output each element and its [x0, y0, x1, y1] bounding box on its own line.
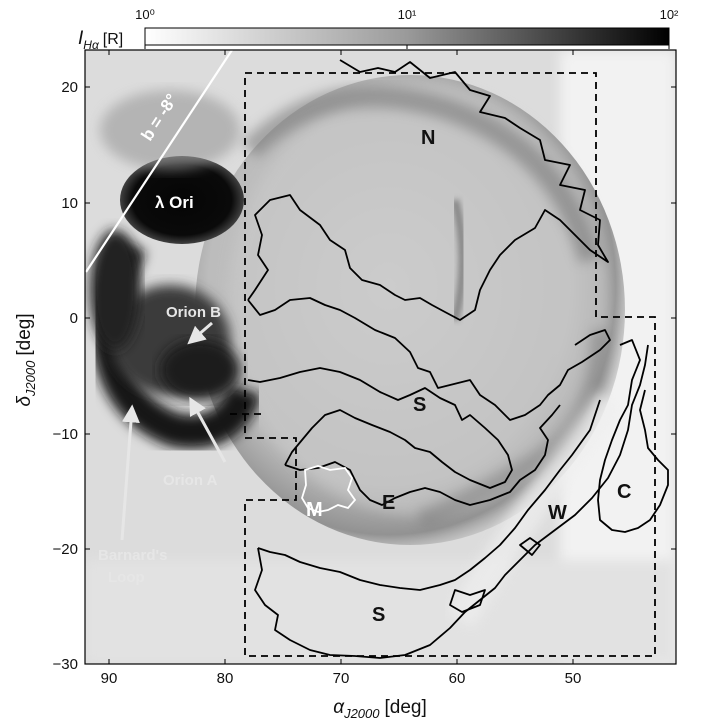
x-tick-label: 90	[101, 670, 118, 687]
region-label-e: E	[382, 492, 395, 514]
region-label-w: W	[548, 502, 567, 524]
map-image	[85, 50, 676, 664]
lambda-ori-label: λ Ori	[155, 193, 194, 212]
x-tick-label: 70	[333, 670, 350, 687]
x-tick-label: 50	[565, 670, 582, 687]
region-label-c: C	[617, 481, 631, 503]
colorbar-gradient	[144, 27, 670, 46]
contour-north	[247, 59, 609, 321]
contour-m	[301, 465, 357, 513]
region-label-s-lower: S	[372, 604, 385, 626]
barnards-loop-label-line1: Barnard's	[98, 547, 167, 564]
y-tick-label: −20	[53, 541, 78, 558]
x-axis: 90 80 70 60 50 αJ2000 [deg]	[101, 50, 582, 721]
lambda-ori-region	[120, 156, 244, 244]
region-label-m: M	[306, 499, 323, 521]
colorbar-tick-label: 10¹	[398, 7, 417, 22]
contour-south-middle	[247, 367, 513, 489]
orion-a-arrow	[189, 396, 227, 463]
y-tick-label: 0	[70, 310, 78, 327]
x-axis-title: αJ2000 [deg]	[333, 697, 427, 721]
region-label-s-middle: S	[413, 394, 426, 416]
galactic-line	[85, 49, 233, 273]
x-tick-label: 60	[449, 670, 466, 687]
dashed-regions	[230, 72, 656, 657]
plot-frame	[84, 49, 677, 665]
y-axis-title: δJ2000[deg]	[14, 313, 38, 406]
y-tick-label: 20	[61, 79, 78, 96]
colorbar-tick-label: 10²	[660, 7, 679, 22]
barnards-loop-arrow	[120, 404, 140, 541]
x-tick-label: 80	[217, 670, 234, 687]
y-axis: 20 10 0 −10 −20 −30 δJ2000[deg]	[14, 79, 676, 673]
y-tick-label: −30	[53, 656, 78, 673]
contour-west	[257, 399, 601, 591]
colorbar-tick-label: 10⁰	[135, 7, 155, 22]
orion-b-label: Orion B	[166, 304, 221, 321]
y-tick-label: −10	[53, 426, 78, 443]
orion-a-label: Orion A	[163, 472, 218, 489]
barnards-loop-label-line2: Loop	[108, 569, 145, 586]
colorbar-label: IHα [R]	[78, 28, 123, 52]
colorbar: 10⁰ 10¹ 10² IHα [R]	[78, 7, 679, 52]
region-label-n: N	[421, 127, 435, 149]
y-tick-label: 10	[61, 195, 78, 212]
orion-b-arrow	[187, 321, 213, 345]
contours	[247, 59, 669, 659]
